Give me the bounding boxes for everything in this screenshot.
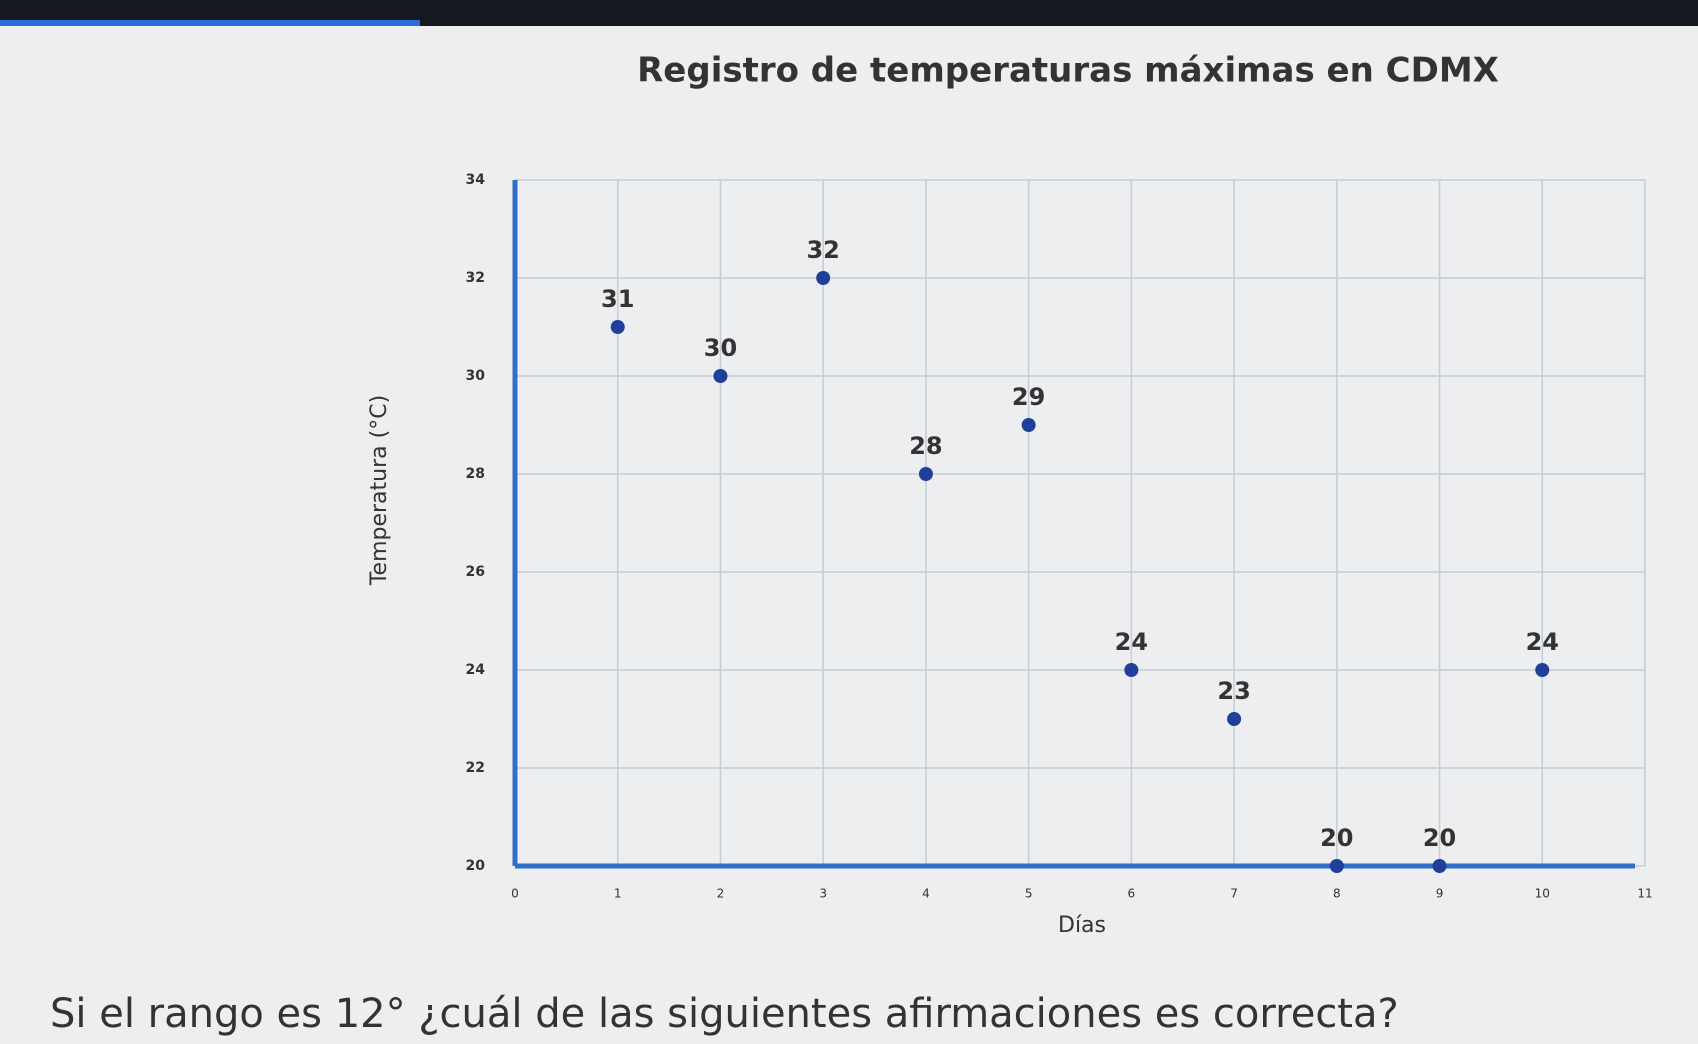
x-tick-label: 6 <box>1128 887 1136 901</box>
point <box>816 271 831 285</box>
question: Si el rango es 12° ¿cuál de las siguient… <box>50 991 1399 1037</box>
point <box>610 320 625 334</box>
x-tick-label: 0 <box>511 887 519 901</box>
x-tick-label: 5 <box>1025 887 1033 901</box>
y-tick-label: 28 <box>466 466 485 482</box>
x-tick-label: 2 <box>717 887 725 901</box>
x-axis-label: Días <box>1058 913 1106 938</box>
data-label: 28 <box>909 432 942 460</box>
x-tick-label: 9 <box>1436 887 1444 901</box>
point <box>1432 859 1447 873</box>
data-label: 24 <box>1115 628 1148 656</box>
y-tick-label: 32 <box>466 270 485 286</box>
data-label: 30 <box>704 334 737 362</box>
point <box>1021 418 1036 432</box>
y-tick-label: 22 <box>466 760 485 776</box>
point <box>1124 663 1139 677</box>
progress-bar <box>0 20 420 26</box>
data-label: 23 <box>1217 677 1250 705</box>
y-tick-label: 20 <box>466 858 486 874</box>
point <box>1227 712 1242 726</box>
chart-title: Registro de temperaturas máximas en CDMX <box>637 51 1499 91</box>
data-label: 20 <box>1423 824 1456 852</box>
y-tick-label: 26 <box>466 564 485 580</box>
y-tick-label: 24 <box>466 662 486 678</box>
point <box>918 467 933 481</box>
y-tick-label: 34 <box>466 172 486 188</box>
x-tick-label: 1 <box>614 887 622 901</box>
y-axis-label: Temperatura (°C) <box>367 395 392 586</box>
screen <box>0 26 1698 1044</box>
point <box>713 369 728 383</box>
data-label: 32 <box>806 236 839 264</box>
data-label: 29 <box>1012 383 1045 411</box>
x-tick-label: 10 <box>1535 887 1550 901</box>
x-tick-label: 4 <box>922 887 930 901</box>
point <box>1535 663 1550 677</box>
data-label: 24 <box>1526 628 1559 656</box>
data-label: 31 <box>601 285 634 313</box>
x-tick-label: 7 <box>1230 887 1238 901</box>
y-tick-label: 30 <box>466 368 486 384</box>
data-label: 20 <box>1320 824 1353 852</box>
x-tick-label: 11 <box>1637 887 1652 901</box>
x-tick-label: 8 <box>1333 887 1341 901</box>
x-tick-label: 3 <box>819 887 827 901</box>
point <box>1329 859 1344 873</box>
